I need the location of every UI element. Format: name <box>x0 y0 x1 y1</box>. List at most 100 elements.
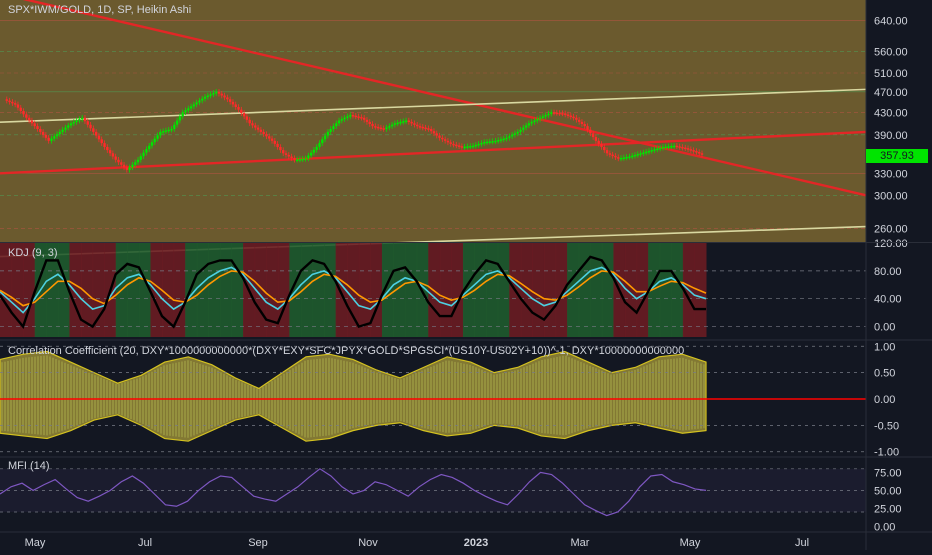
candle-body <box>608 153 612 155</box>
candle-body <box>276 143 279 147</box>
candle-body <box>670 146 673 148</box>
candle-body <box>142 152 145 157</box>
candle-body <box>273 140 277 144</box>
candle-body <box>184 110 187 113</box>
candle-body <box>692 150 695 152</box>
candle-body <box>67 125 70 128</box>
candle-body <box>351 115 355 117</box>
kdj-band <box>648 243 661 337</box>
candle-body <box>393 123 397 125</box>
candle-body <box>298 159 302 161</box>
x-tick-label: Sep <box>248 537 268 549</box>
candle-body <box>617 157 620 159</box>
candle-body <box>681 146 684 149</box>
kdj-band <box>636 243 649 337</box>
candle-body <box>53 136 56 139</box>
candle-body <box>354 115 357 118</box>
candle-body <box>390 124 394 127</box>
candle-body <box>97 135 101 140</box>
candle-body <box>538 117 542 120</box>
candle-body <box>357 116 360 118</box>
candle-body <box>625 156 628 159</box>
candle-body <box>335 123 338 127</box>
candle-body <box>103 143 106 147</box>
candle-body <box>622 157 626 159</box>
kdj-band <box>138 243 151 337</box>
candle-body <box>89 124 92 129</box>
x-tick-label: 2023 <box>464 537 488 549</box>
kdj-band <box>381 243 395 337</box>
candle-body <box>36 126 39 129</box>
candle-body <box>374 126 377 128</box>
candle-body <box>156 135 159 139</box>
candle-body <box>396 122 399 125</box>
kdj-k-line <box>0 266 707 314</box>
kdj-band <box>69 243 82 337</box>
candle-body <box>323 135 327 140</box>
mfi-line <box>0 468 707 517</box>
candle-body <box>435 133 438 136</box>
falling-trendline-line <box>22 0 867 197</box>
candle-body <box>61 129 64 132</box>
candle-body <box>480 142 483 145</box>
candle-body <box>550 112 553 114</box>
candle-body <box>488 141 492 143</box>
candle-body <box>167 129 170 132</box>
candle-body <box>47 137 50 141</box>
candle-body <box>173 124 176 129</box>
kdj-band <box>590 243 603 337</box>
candle-body <box>39 128 42 132</box>
candle-body <box>536 119 539 121</box>
candle-body <box>8 100 11 103</box>
candle-body <box>237 107 240 110</box>
candle-body <box>106 146 109 151</box>
candle-body <box>136 159 140 163</box>
kdj-band <box>162 243 175 337</box>
kdj-band <box>173 243 186 337</box>
candle-body <box>326 131 330 136</box>
candle-body <box>485 141 489 144</box>
candle-body <box>572 116 575 119</box>
candle-body <box>223 95 226 98</box>
candle-body <box>684 147 687 150</box>
candle-body <box>600 143 603 147</box>
candle-body <box>544 115 547 117</box>
kdj-band <box>405 243 418 337</box>
candle-body <box>631 155 634 158</box>
kdj-band <box>300 243 313 337</box>
candle-body <box>644 151 648 154</box>
candle-body <box>700 153 704 155</box>
candle-body <box>667 146 670 148</box>
candle-body <box>64 127 67 130</box>
kdj-band <box>474 243 487 337</box>
candle-body <box>318 143 321 147</box>
candle-body <box>438 135 441 138</box>
kdj-band <box>555 243 568 337</box>
candle-body <box>611 154 614 157</box>
kdj-band <box>624 243 638 337</box>
corr-y-tick-label: -1.00 <box>874 447 899 459</box>
last-price-tag: 357.93 <box>866 149 928 163</box>
mfi-y-tick-label: 0.00 <box>874 521 895 533</box>
candle-body <box>242 113 246 117</box>
candle-body <box>262 131 265 135</box>
candle-body <box>295 159 299 161</box>
candle-body <box>312 149 316 153</box>
candle-body <box>248 119 251 124</box>
candle-body <box>505 137 508 140</box>
kdj-band <box>497 243 510 337</box>
kdj-band <box>439 243 452 337</box>
candle-body <box>254 125 257 128</box>
candle-body <box>231 101 235 105</box>
corr-y-tick-label: 1.00 <box>874 341 895 353</box>
main-pane-background <box>0 0 866 242</box>
candle-body <box>128 167 131 170</box>
candle-body <box>463 146 466 149</box>
candle-body <box>577 119 581 122</box>
candle-body <box>187 108 190 111</box>
candle-body <box>189 106 193 109</box>
candle-body <box>695 151 698 153</box>
candle-body <box>533 120 536 123</box>
candle-body <box>633 154 637 157</box>
